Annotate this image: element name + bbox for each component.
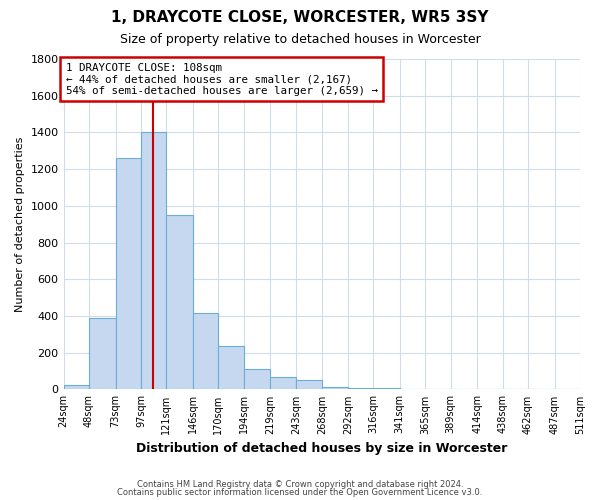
Bar xyxy=(554,388,580,390)
Y-axis label: Number of detached properties: Number of detached properties xyxy=(15,136,25,312)
Bar xyxy=(348,388,373,390)
Bar xyxy=(400,388,425,390)
Bar xyxy=(373,388,400,390)
Bar xyxy=(193,313,218,390)
Bar xyxy=(271,378,296,390)
Bar xyxy=(116,158,141,390)
Text: Size of property relative to detached houses in Worcester: Size of property relative to detached ho… xyxy=(119,32,481,46)
Text: 1 DRAYCOTE CLOSE: 108sqm
← 44% of detached houses are smaller (2,167)
54% of sem: 1 DRAYCOTE CLOSE: 108sqm ← 44% of detach… xyxy=(65,62,377,96)
Text: Contains HM Land Registry data © Crown copyright and database right 2024.: Contains HM Land Registry data © Crown c… xyxy=(137,480,463,489)
Bar xyxy=(64,385,89,390)
Text: 1, DRAYCOTE CLOSE, WORCESTER, WR5 3SY: 1, DRAYCOTE CLOSE, WORCESTER, WR5 3SY xyxy=(111,10,489,25)
Bar xyxy=(89,318,116,390)
X-axis label: Distribution of detached houses by size in Worcester: Distribution of detached houses by size … xyxy=(136,442,508,455)
Bar xyxy=(166,215,193,390)
Text: Contains public sector information licensed under the Open Government Licence v3: Contains public sector information licen… xyxy=(118,488,482,497)
Bar xyxy=(425,388,451,390)
Bar xyxy=(296,380,322,390)
Bar xyxy=(218,346,244,390)
Bar xyxy=(451,388,477,390)
Bar xyxy=(244,369,271,390)
Bar xyxy=(322,386,348,390)
Bar xyxy=(141,132,166,390)
